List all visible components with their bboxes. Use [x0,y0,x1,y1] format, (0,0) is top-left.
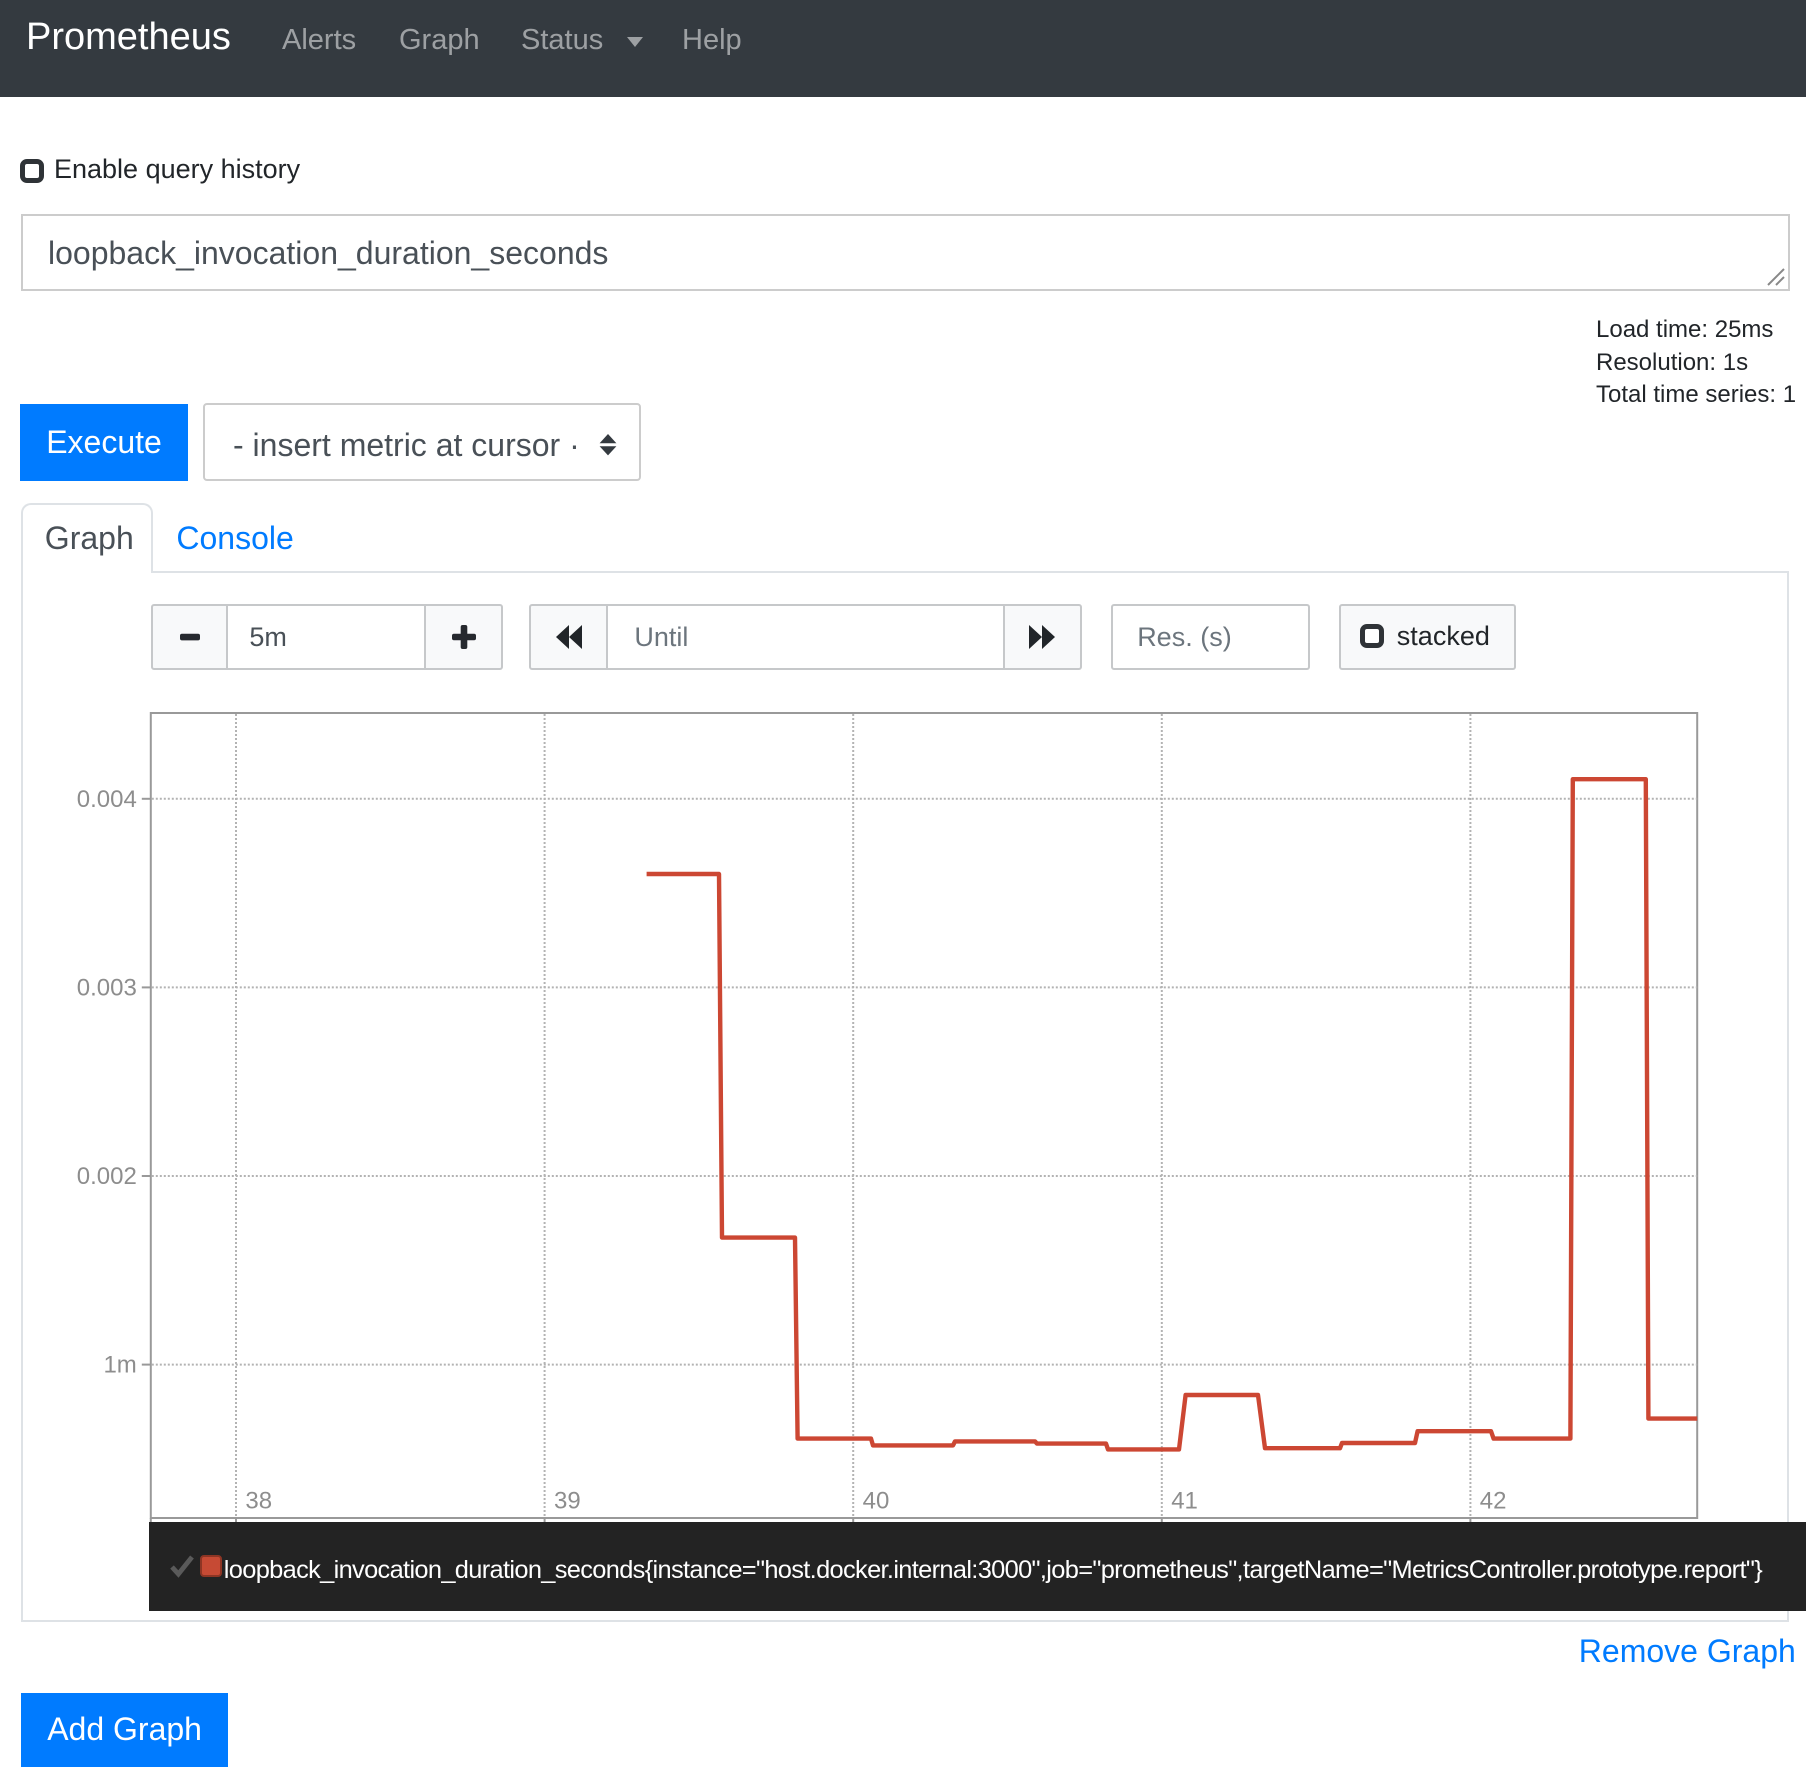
svg-text:1m: 1m [103,1352,136,1379]
svg-text:39: 39 [554,1488,581,1515]
svg-text:0.004: 0.004 [77,786,137,813]
svg-text:42: 42 [1480,1488,1507,1515]
svg-text:0.002: 0.002 [77,1163,137,1190]
svg-text:0.003: 0.003 [77,974,137,1001]
svg-text:41: 41 [1171,1488,1198,1515]
svg-text:38: 38 [245,1488,272,1515]
svg-text:40: 40 [863,1488,890,1515]
